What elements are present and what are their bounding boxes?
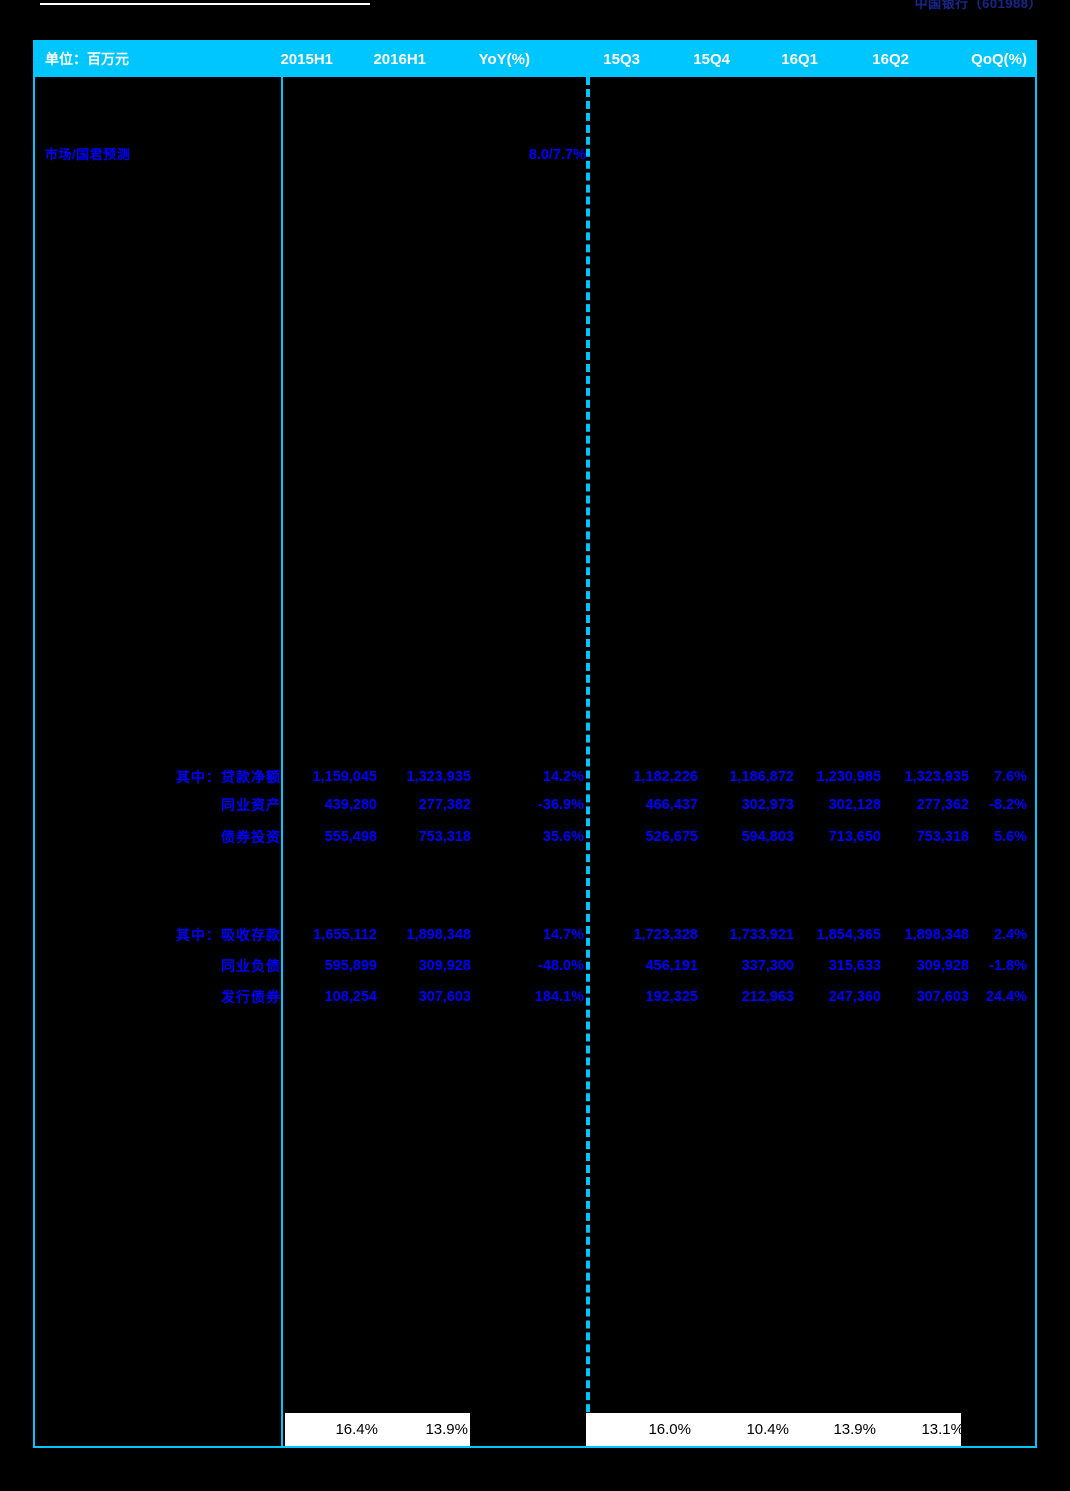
- cell-2015h1: 555,498: [324, 829, 377, 845]
- header-col-16q1: 16Q1: [781, 51, 818, 68]
- row-label: 其中：吸收存款: [176, 927, 281, 943]
- cell-2016h1: 277,382: [418, 797, 471, 813]
- header-col-yoy: YoY(%): [478, 51, 530, 68]
- row-label: 其中：贷款净额: [176, 769, 281, 785]
- cell-15q4: 1,186,872: [729, 769, 794, 785]
- cell-qoq: 5.6%: [993, 829, 1027, 845]
- footer-value-2015h1: 16.4%: [335, 1421, 378, 1438]
- cell-2015h1: 1,159,045: [312, 769, 377, 785]
- footer-value-16q1: 13.9%: [833, 1421, 876, 1438]
- cell-qoq: 7.6%: [993, 769, 1027, 785]
- row-label: 同业资产: [221, 797, 281, 813]
- footer-value-15q4: 10.4%: [746, 1421, 789, 1438]
- footer-box-left: 16.4% 13.9%: [285, 1413, 470, 1446]
- cell-15q4: 212,963: [741, 989, 794, 1005]
- table-header-row: 单位：百万元 2015H1 2016H1 YoY(%) 15Q3 15Q4 16…: [35, 42, 1035, 77]
- forecast-row: 市场/国君预测 8.0/7.7%: [35, 142, 1035, 168]
- cell-2016h1: 309,928: [418, 958, 471, 974]
- table-row: 其中：吸收存款 1,655,112 1,898,348 14.7% 1,723,…: [35, 922, 1035, 948]
- header-col-qoq: QoQ(%): [971, 51, 1027, 68]
- cell-yoy: 35.6%: [542, 829, 584, 845]
- cell-15q3: 1,723,328: [633, 927, 698, 943]
- cell-2015h1: 595,899: [324, 958, 377, 974]
- row-label: 债券投资: [221, 829, 281, 845]
- cell-15q4: 302,973: [741, 797, 794, 813]
- column-divider-solid: [281, 77, 283, 1448]
- table-row: 发行债券 108,254 307,603 184.1% 192,325 212,…: [35, 984, 1035, 1010]
- cell-15q3: 526,675: [645, 829, 698, 845]
- header-col-15q4: 15Q4: [693, 51, 730, 68]
- stock-title: 中国银行（601988）: [914, 0, 1042, 11]
- cell-yoy: -36.9%: [538, 797, 584, 813]
- cell-16q2: 309,928: [916, 958, 969, 974]
- row-label: 同业负债: [221, 958, 281, 974]
- cell-qoq: -1.8%: [989, 958, 1027, 974]
- header-col-16q2: 16Q2: [872, 51, 909, 68]
- row-label: 发行债券: [221, 989, 281, 1005]
- table-row: 其中：贷款净额 1,159,045 1,323,935 14.2% 1,182,…: [35, 764, 1035, 790]
- cell-16q1: 1,854,365: [816, 927, 881, 943]
- table-row: 债券投资 555,498 753,318 35.6% 526,675 594,8…: [35, 824, 1035, 850]
- cell-2016h1: 1,898,348: [406, 927, 471, 943]
- cell-15q4: 594,803: [741, 829, 794, 845]
- forecast-value: 8.0/7.7%: [528, 147, 586, 163]
- cell-15q3: 192,325: [645, 989, 698, 1005]
- cell-yoy: 14.2%: [542, 769, 584, 785]
- header-col-2015h1: 2015H1: [280, 51, 333, 68]
- cell-16q2: 1,898,348: [904, 927, 969, 943]
- footer-value-2016h1: 13.9%: [425, 1421, 468, 1438]
- cell-16q1: 713,650: [828, 829, 881, 845]
- header-unit-label: 单位：百万元: [45, 51, 129, 67]
- header-col-15q3: 15Q3: [603, 51, 640, 68]
- cell-qoq: 24.4%: [985, 989, 1027, 1005]
- cell-2016h1: 1,323,935: [406, 769, 471, 785]
- cell-2015h1: 439,280: [324, 797, 377, 813]
- cell-16q2: 307,603: [916, 989, 969, 1005]
- cell-16q1: 1,230,985: [816, 769, 881, 785]
- cell-15q3: 456,191: [645, 958, 698, 974]
- forecast-label: 市场/国君预测: [45, 147, 131, 162]
- cell-2016h1: 307,603: [418, 989, 471, 1005]
- cell-15q4: 337,300: [741, 958, 794, 974]
- cell-yoy: -48.0%: [538, 958, 584, 974]
- column-divider-dashed: [586, 77, 590, 1448]
- cell-qoq: 2.4%: [993, 927, 1027, 943]
- cell-16q2: 277,362: [916, 797, 969, 813]
- cell-16q1: 247,360: [828, 989, 881, 1005]
- cell-yoy: 14.7%: [542, 927, 584, 943]
- cell-15q3: 1,182,226: [633, 769, 698, 785]
- cell-15q4: 1,733,921: [729, 927, 794, 943]
- cell-16q2: 753,318: [916, 829, 969, 845]
- table-row: 同业资产 439,280 277,382 -36.9% 466,437 302,…: [35, 792, 1035, 818]
- footer-box-right: 16.0% 10.4% 13.9% 13.1%: [586, 1413, 964, 1446]
- top-rule: [40, 3, 370, 5]
- cell-2016h1: 753,318: [418, 829, 471, 845]
- cell-yoy: 184.1%: [534, 989, 584, 1005]
- header-col-2016h1: 2016H1: [373, 51, 426, 68]
- cell-2015h1: 1,655,112: [313, 927, 377, 943]
- cell-16q2: 1,323,935: [904, 769, 969, 785]
- cell-15q3: 466,437: [645, 797, 698, 813]
- footer-value-16q2: 13.1%: [921, 1421, 964, 1438]
- table-row: 同业负债 595,899 309,928 -48.0% 456,191 337,…: [35, 953, 1035, 979]
- cell-2015h1: 108,254: [324, 989, 377, 1005]
- financial-table: 单位：百万元 2015H1 2016H1 YoY(%) 15Q3 15Q4 16…: [33, 40, 1037, 1448]
- footer-value-15q3: 16.0%: [648, 1421, 691, 1438]
- cell-qoq: -8.2%: [989, 797, 1027, 813]
- cell-16q1: 302,128: [828, 797, 881, 813]
- cell-16q1: 315,633: [828, 958, 881, 974]
